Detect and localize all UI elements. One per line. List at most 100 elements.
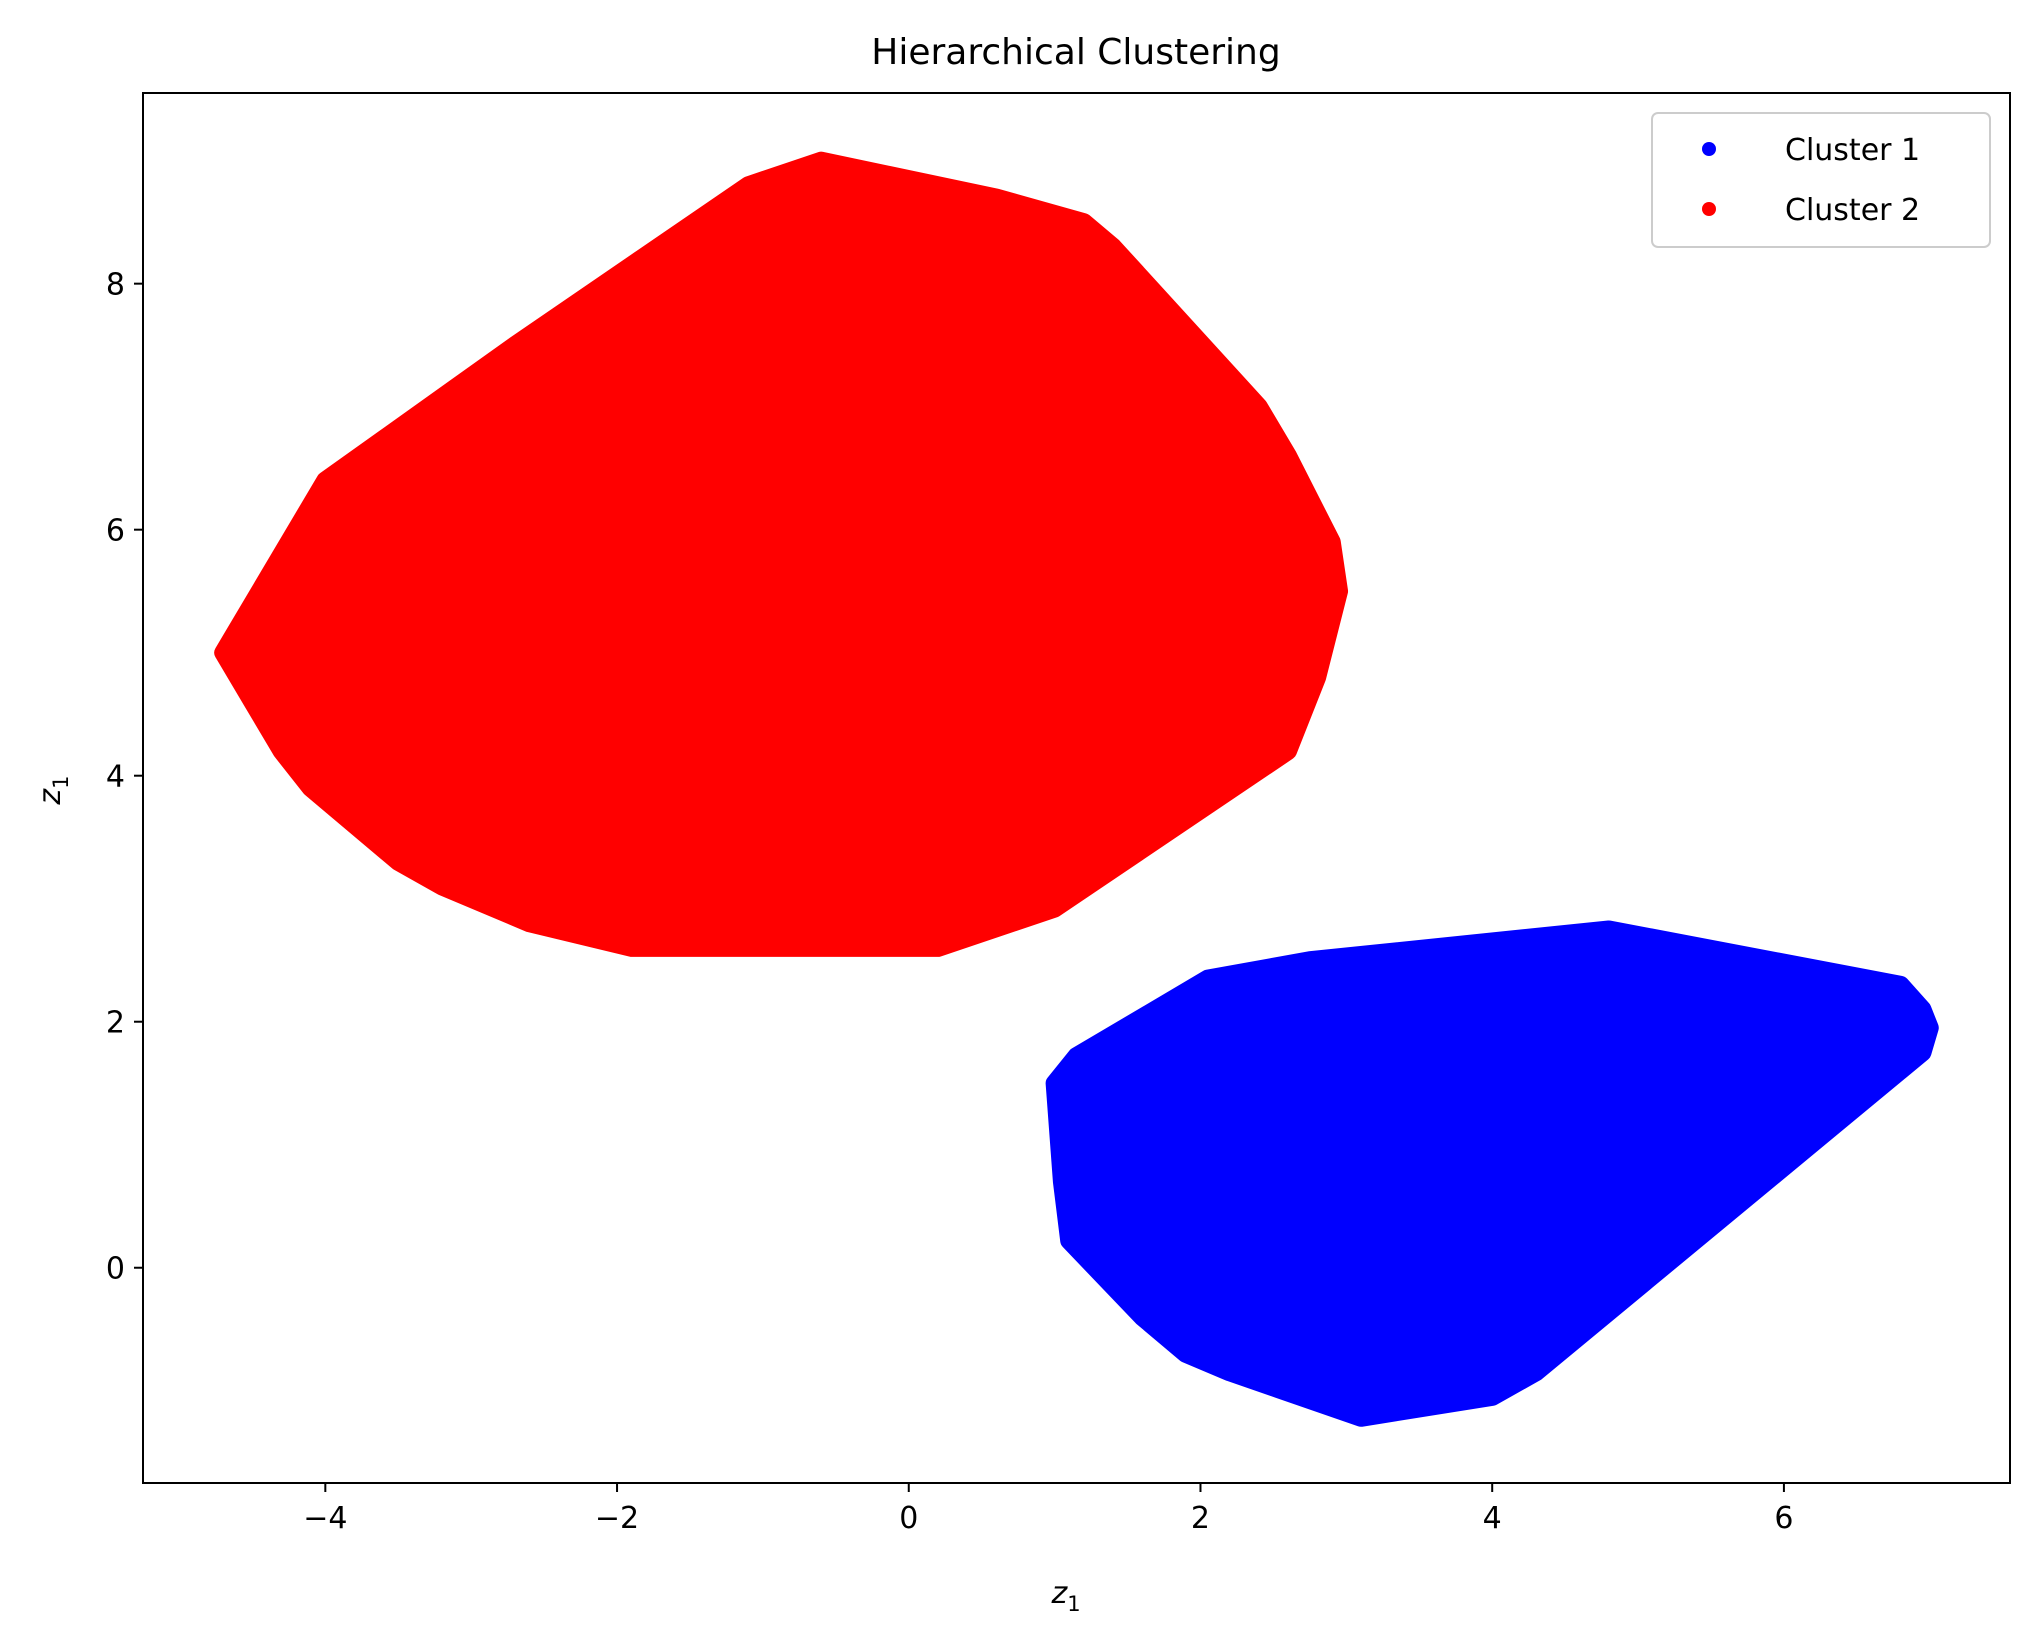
data-point-cluster-1 [1674, 1229, 1689, 1244]
data-point-cluster-2 [1193, 387, 1208, 402]
data-point-cluster-2 [1105, 239, 1120, 254]
data-point-cluster-1 [1193, 1113, 1208, 1128]
x-axis-label-var: z [1050, 1576, 1068, 1611]
data-point-cluster-1 [1237, 965, 1252, 980]
legend-marker-cluster-1 [1702, 142, 1716, 156]
data-point-cluster-1 [1806, 1076, 1821, 1091]
data-point-cluster-1 [1397, 1297, 1412, 1312]
data-point-cluster-2 [1193, 645, 1208, 660]
data-point-cluster-2 [435, 744, 450, 759]
data-point-cluster-2 [930, 940, 945, 955]
x-axis-ticks: −4 −2 0 2 4 6 [303, 1483, 1793, 1536]
x-tick-label: 4 [1483, 1501, 1502, 1536]
data-point-cluster-1 [1543, 1063, 1558, 1078]
data-point-cluster-1 [1251, 1334, 1266, 1349]
data-point-cluster-1 [1310, 1137, 1325, 1152]
data-point-cluster-2 [653, 288, 668, 303]
data-point-cluster-1 [1412, 1150, 1427, 1165]
data-point-cluster-1 [1164, 1248, 1179, 1263]
data-point-cluster-1 [1616, 1088, 1631, 1103]
x-tick-label: 0 [899, 1501, 918, 1536]
data-point-cluster-2 [726, 931, 741, 946]
y-axis-label-sub: 1 [49, 775, 73, 788]
data-point-cluster-2 [785, 399, 800, 414]
data-point-cluster-1 [1558, 1334, 1573, 1349]
data-point-cluster-2 [493, 768, 508, 783]
data-point-cluster-1 [1601, 922, 1616, 937]
data-point-cluster-2 [391, 707, 406, 722]
data-point-cluster-1 [1178, 1346, 1193, 1361]
legend: Cluster 1 Cluster 2 [1651, 112, 1991, 248]
x-tick-label: −2 [595, 1501, 639, 1536]
data-point-cluster-1 [1565, 1285, 1580, 1300]
data-point-cluster-1 [1200, 971, 1215, 986]
data-point-cluster-1 [1849, 977, 1864, 992]
data-point-cluster-1 [1893, 977, 1908, 992]
data-point-cluster-2 [828, 584, 843, 599]
data-point-cluster-2 [974, 645, 989, 660]
data-point-cluster-2 [478, 897, 493, 912]
data-point-cluster-1 [1922, 1020, 1937, 1035]
data-point-cluster-1 [1645, 1223, 1660, 1238]
data-point-cluster-2 [507, 338, 522, 353]
data-point-cluster-1 [1135, 1309, 1150, 1324]
data-point-cluster-1 [1915, 1045, 1930, 1060]
data-point-cluster-1 [1353, 1410, 1368, 1425]
data-point-cluster-1 [1806, 971, 1821, 986]
data-point-cluster-1 [1514, 1008, 1529, 1023]
data-point-cluster-2 [1310, 670, 1325, 685]
data-point-cluster-1 [1864, 1076, 1879, 1091]
data-point-cluster-2 [945, 184, 960, 199]
data-point-cluster-2 [580, 424, 595, 439]
data-point-cluster-1 [1703, 1125, 1718, 1140]
data-point-cluster-2 [347, 621, 362, 636]
data-point-cluster-1 [1164, 1076, 1179, 1091]
y-tick-label: 0 [106, 1252, 125, 1287]
data-point-cluster-1 [1054, 1174, 1069, 1189]
data-point-cluster-2 [1018, 744, 1033, 759]
x-axis-label: z1 [1050, 1576, 1080, 1616]
data-point-cluster-1 [1485, 1389, 1500, 1404]
data-point-cluster-2 [1047, 461, 1062, 476]
data-point-cluster-1 [1528, 1260, 1543, 1275]
data-point-cluster-2 [551, 854, 566, 869]
legend-box [1651, 112, 1991, 248]
data-point-cluster-1 [1426, 1113, 1441, 1128]
data-point-cluster-1 [1280, 1297, 1295, 1312]
data-point-cluster-2 [522, 916, 537, 931]
data-point-cluster-2 [537, 522, 552, 537]
data-point-cluster-2 [639, 830, 654, 845]
data-point-cluster-1 [1426, 1236, 1441, 1251]
chart-title: Hierarchical Clustering [871, 32, 1280, 73]
y-axis-label: z1 [33, 775, 73, 805]
data-point-cluster-2 [741, 178, 756, 193]
data-point-cluster-1 [1280, 959, 1295, 974]
data-point-cluster-1 [1470, 1371, 1485, 1386]
data-point-cluster-2 [610, 295, 625, 310]
data-point-cluster-2 [1164, 498, 1179, 513]
data-point-cluster-1 [1091, 1082, 1106, 1097]
data-point-cluster-1 [1791, 1039, 1806, 1054]
plot-frame [142, 92, 2011, 1484]
data-point-cluster-2 [1237, 719, 1252, 734]
data-point-cluster-2 [274, 744, 289, 759]
data-point-cluster-2 [697, 264, 712, 279]
data-point-cluster-2 [872, 793, 887, 808]
data-point-cluster-2 [682, 934, 697, 949]
data-point-cluster-1 [1390, 955, 1405, 970]
data-point-cluster-2 [624, 940, 639, 955]
y-axis-ticks: 0 2 4 6 8 [106, 268, 143, 1287]
data-point-cluster-2 [1178, 756, 1193, 771]
data-point-cluster-1 [1412, 977, 1427, 992]
data-point-cluster-1 [1849, 1027, 1864, 1042]
data-point-cluster-2 [1251, 399, 1266, 414]
data-point-cluster-2 [989, 424, 1004, 439]
data-point-cluster-2 [799, 159, 814, 174]
data-point-cluster-2 [362, 448, 377, 463]
data-point-cluster-2 [1324, 534, 1339, 549]
x-tick-label: −4 [303, 1501, 347, 1536]
y-tick-label: 6 [106, 514, 125, 549]
data-point-cluster-2 [259, 584, 274, 599]
legend-marker-cluster-2 [1702, 202, 1716, 216]
data-point-cluster-1 [1915, 1002, 1930, 1017]
